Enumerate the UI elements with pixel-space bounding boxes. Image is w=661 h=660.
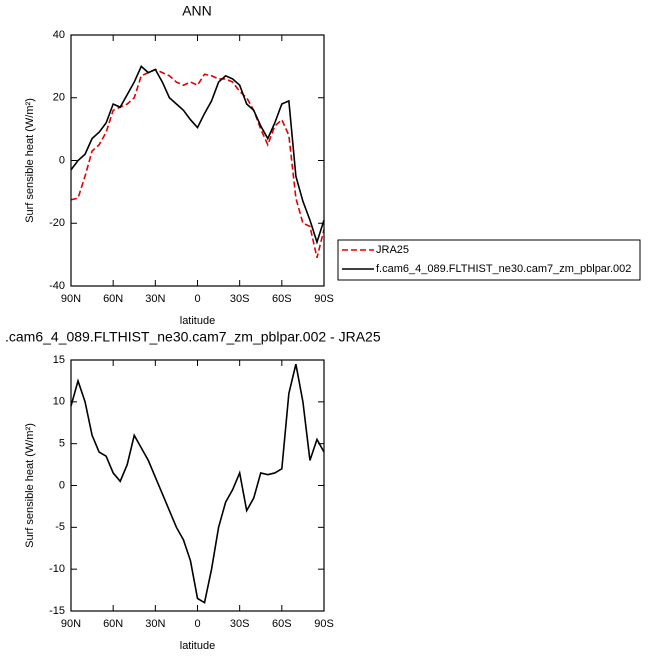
- legend-label: f.cam6_4_089.FLTHIST_ne30.cam7_zm_pblpar…: [376, 263, 631, 275]
- x-tick-label: 30N: [145, 293, 165, 305]
- plot-frame: [70, 359, 325, 612]
- y-tick-label: 10: [53, 396, 65, 408]
- x-tick-label: 90N: [61, 293, 81, 305]
- y-tick-label: 20: [53, 92, 65, 104]
- y-tick-label: 5: [59, 438, 65, 450]
- x-tick-label: 90S: [314, 293, 334, 305]
- x-tick-label: 0: [194, 618, 200, 630]
- y-tick-label: -20: [49, 217, 65, 229]
- y-axis-title: Surf sensible heat (W/m²): [24, 98, 36, 223]
- x-tick-label: 60N: [103, 618, 123, 630]
- legend-box: [337, 239, 641, 281]
- x-axis-title: latitude: [180, 640, 215, 652]
- chart-title: .cam6_4_089.FLTHIST_ne30.cam7_zm_pblpar.…: [5, 329, 381, 345]
- x-axis-title: latitude: [180, 315, 215, 327]
- y-tick-label: 40: [53, 29, 65, 41]
- x-tick-label: 90N: [61, 618, 81, 630]
- y-tick-label: -40: [49, 280, 65, 292]
- x-tick-label: 60N: [103, 293, 123, 305]
- x-tick-label: 30S: [230, 618, 250, 630]
- legend-label: JRA25: [376, 244, 409, 256]
- x-tick-label: 60S: [272, 618, 292, 630]
- x-tick-label: 90S: [314, 618, 334, 630]
- x-tick-label: 0: [194, 293, 200, 305]
- y-tick-label: 0: [59, 479, 65, 491]
- x-tick-label: 30S: [230, 293, 250, 305]
- y-axis-title: Surf sensible heat (W/m²): [24, 423, 36, 548]
- chart-title: ANN: [182, 3, 212, 19]
- plot-frame: [70, 34, 325, 287]
- y-tick-label: -10: [49, 563, 65, 575]
- y-tick-label: 15: [53, 354, 65, 366]
- series-line: [70, 68, 325, 258]
- x-tick-label: 60S: [272, 293, 292, 305]
- x-tick-label: 30N: [145, 618, 165, 630]
- y-tick-label: -15: [49, 605, 65, 617]
- y-tick-label: -5: [55, 521, 65, 533]
- series-line: [70, 65, 325, 245]
- series-line: [70, 363, 325, 604]
- y-tick-label: 0: [59, 154, 65, 166]
